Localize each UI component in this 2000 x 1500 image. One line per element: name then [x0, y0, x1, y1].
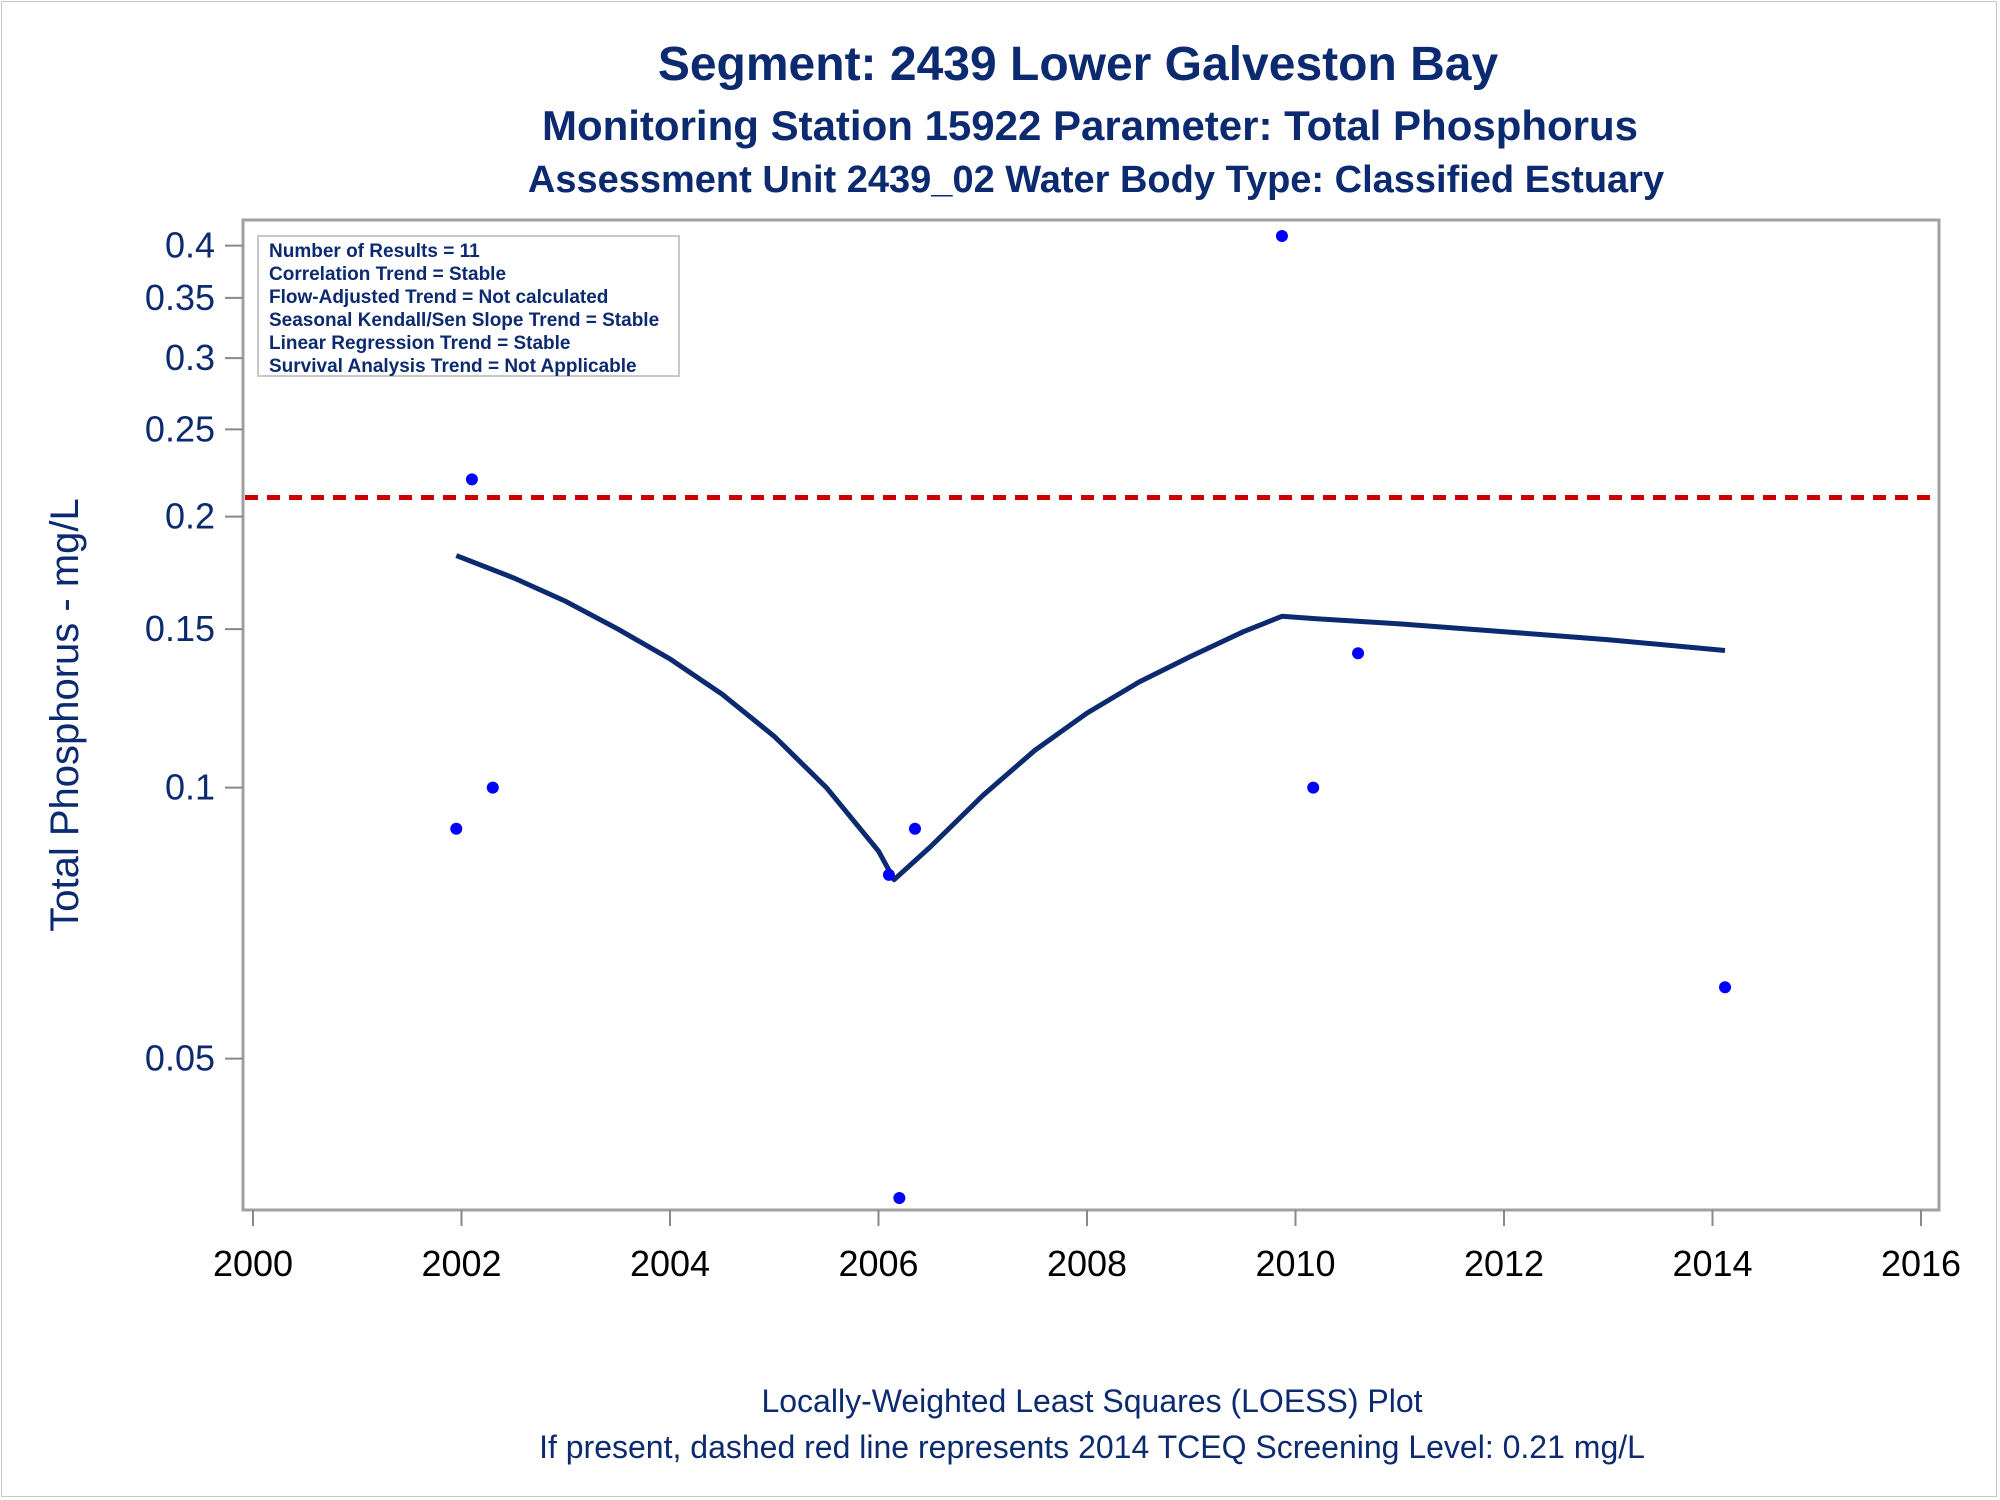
- x-tick-label: 2000: [213, 1243, 293, 1284]
- stats-line: Linear Regression Trend = Stable: [269, 333, 570, 354]
- data-point: [450, 822, 463, 835]
- x-tick-label: 2014: [1672, 1243, 1752, 1284]
- y-tick-label: 0.35: [145, 277, 215, 318]
- stats-box-frame: [257, 235, 680, 377]
- x-tick-label: 2002: [421, 1243, 501, 1284]
- data-point: [465, 473, 478, 486]
- x-tick-label: 2006: [838, 1243, 918, 1284]
- x-tick-label: 2008: [1047, 1243, 1127, 1284]
- stats-line: Number of Results = 11: [269, 241, 480, 262]
- y-axis: 0.4 0.35 0.3 0.25 0.2 0.15 0.1 0.05: [145, 225, 243, 1079]
- footnote-loess: Locally-Weighted Least Squares (LOESS) P…: [761, 1383, 1422, 1419]
- data-point: [1719, 981, 1732, 994]
- data-point: [882, 868, 895, 881]
- y-tick-label: 0.05: [145, 1038, 215, 1079]
- plot-area: [241, 218, 1941, 1212]
- chart-title: Segment: 2439 Lower Galveston Bay: [658, 38, 1499, 91]
- stats-box: Number of Results = 11 Correlation Trend…: [257, 235, 680, 377]
- chart-subtitle-2: Assessment Unit 2439_02 Water Body Type:…: [528, 159, 1664, 201]
- y-tick-label: 0.25: [145, 408, 215, 449]
- data-point: [893, 1192, 906, 1204]
- data-point: [1275, 230, 1288, 242]
- y-axis-label: Total Phosphorus - mg/L: [43, 498, 87, 932]
- data-point: [1307, 781, 1320, 794]
- stats-line: Seasonal Kendall/Sen Slope Trend = Stabl…: [269, 310, 659, 331]
- y-tick-label: 0.1: [165, 767, 215, 808]
- footnote-screening: If present, dashed red line represents 2…: [539, 1429, 1645, 1465]
- y-tick-label: 0.3: [165, 337, 215, 378]
- x-tick-label: 2004: [630, 1243, 710, 1284]
- data-point: [486, 781, 499, 794]
- chart-subtitle: Monitoring Station 15922 Parameter: Tota…: [542, 102, 1638, 149]
- y-tick-label: 0.2: [165, 496, 215, 537]
- data-point: [1352, 647, 1365, 660]
- y-tick-label: 0.4: [165, 225, 215, 266]
- stats-line: Survival Analysis Trend = Not Applicable: [269, 356, 637, 377]
- x-tick-label: 2010: [1255, 1243, 1335, 1284]
- loess-line: [455, 553, 1726, 883]
- data-point: [908, 822, 921, 835]
- stats-line: Flow-Adjusted Trend = Not calculated: [269, 287, 608, 308]
- stats-line: Correlation Trend = Stable: [269, 264, 506, 285]
- y-tick-label: 0.15: [145, 608, 215, 649]
- x-tick-label: 2016: [1881, 1243, 1961, 1284]
- data-points: [450, 230, 1732, 1204]
- x-tick-label: 2012: [1464, 1243, 1544, 1284]
- x-axis: 2000 2002 2004 2006 2008 2010 2012 2014 2016: [213, 1210, 1961, 1284]
